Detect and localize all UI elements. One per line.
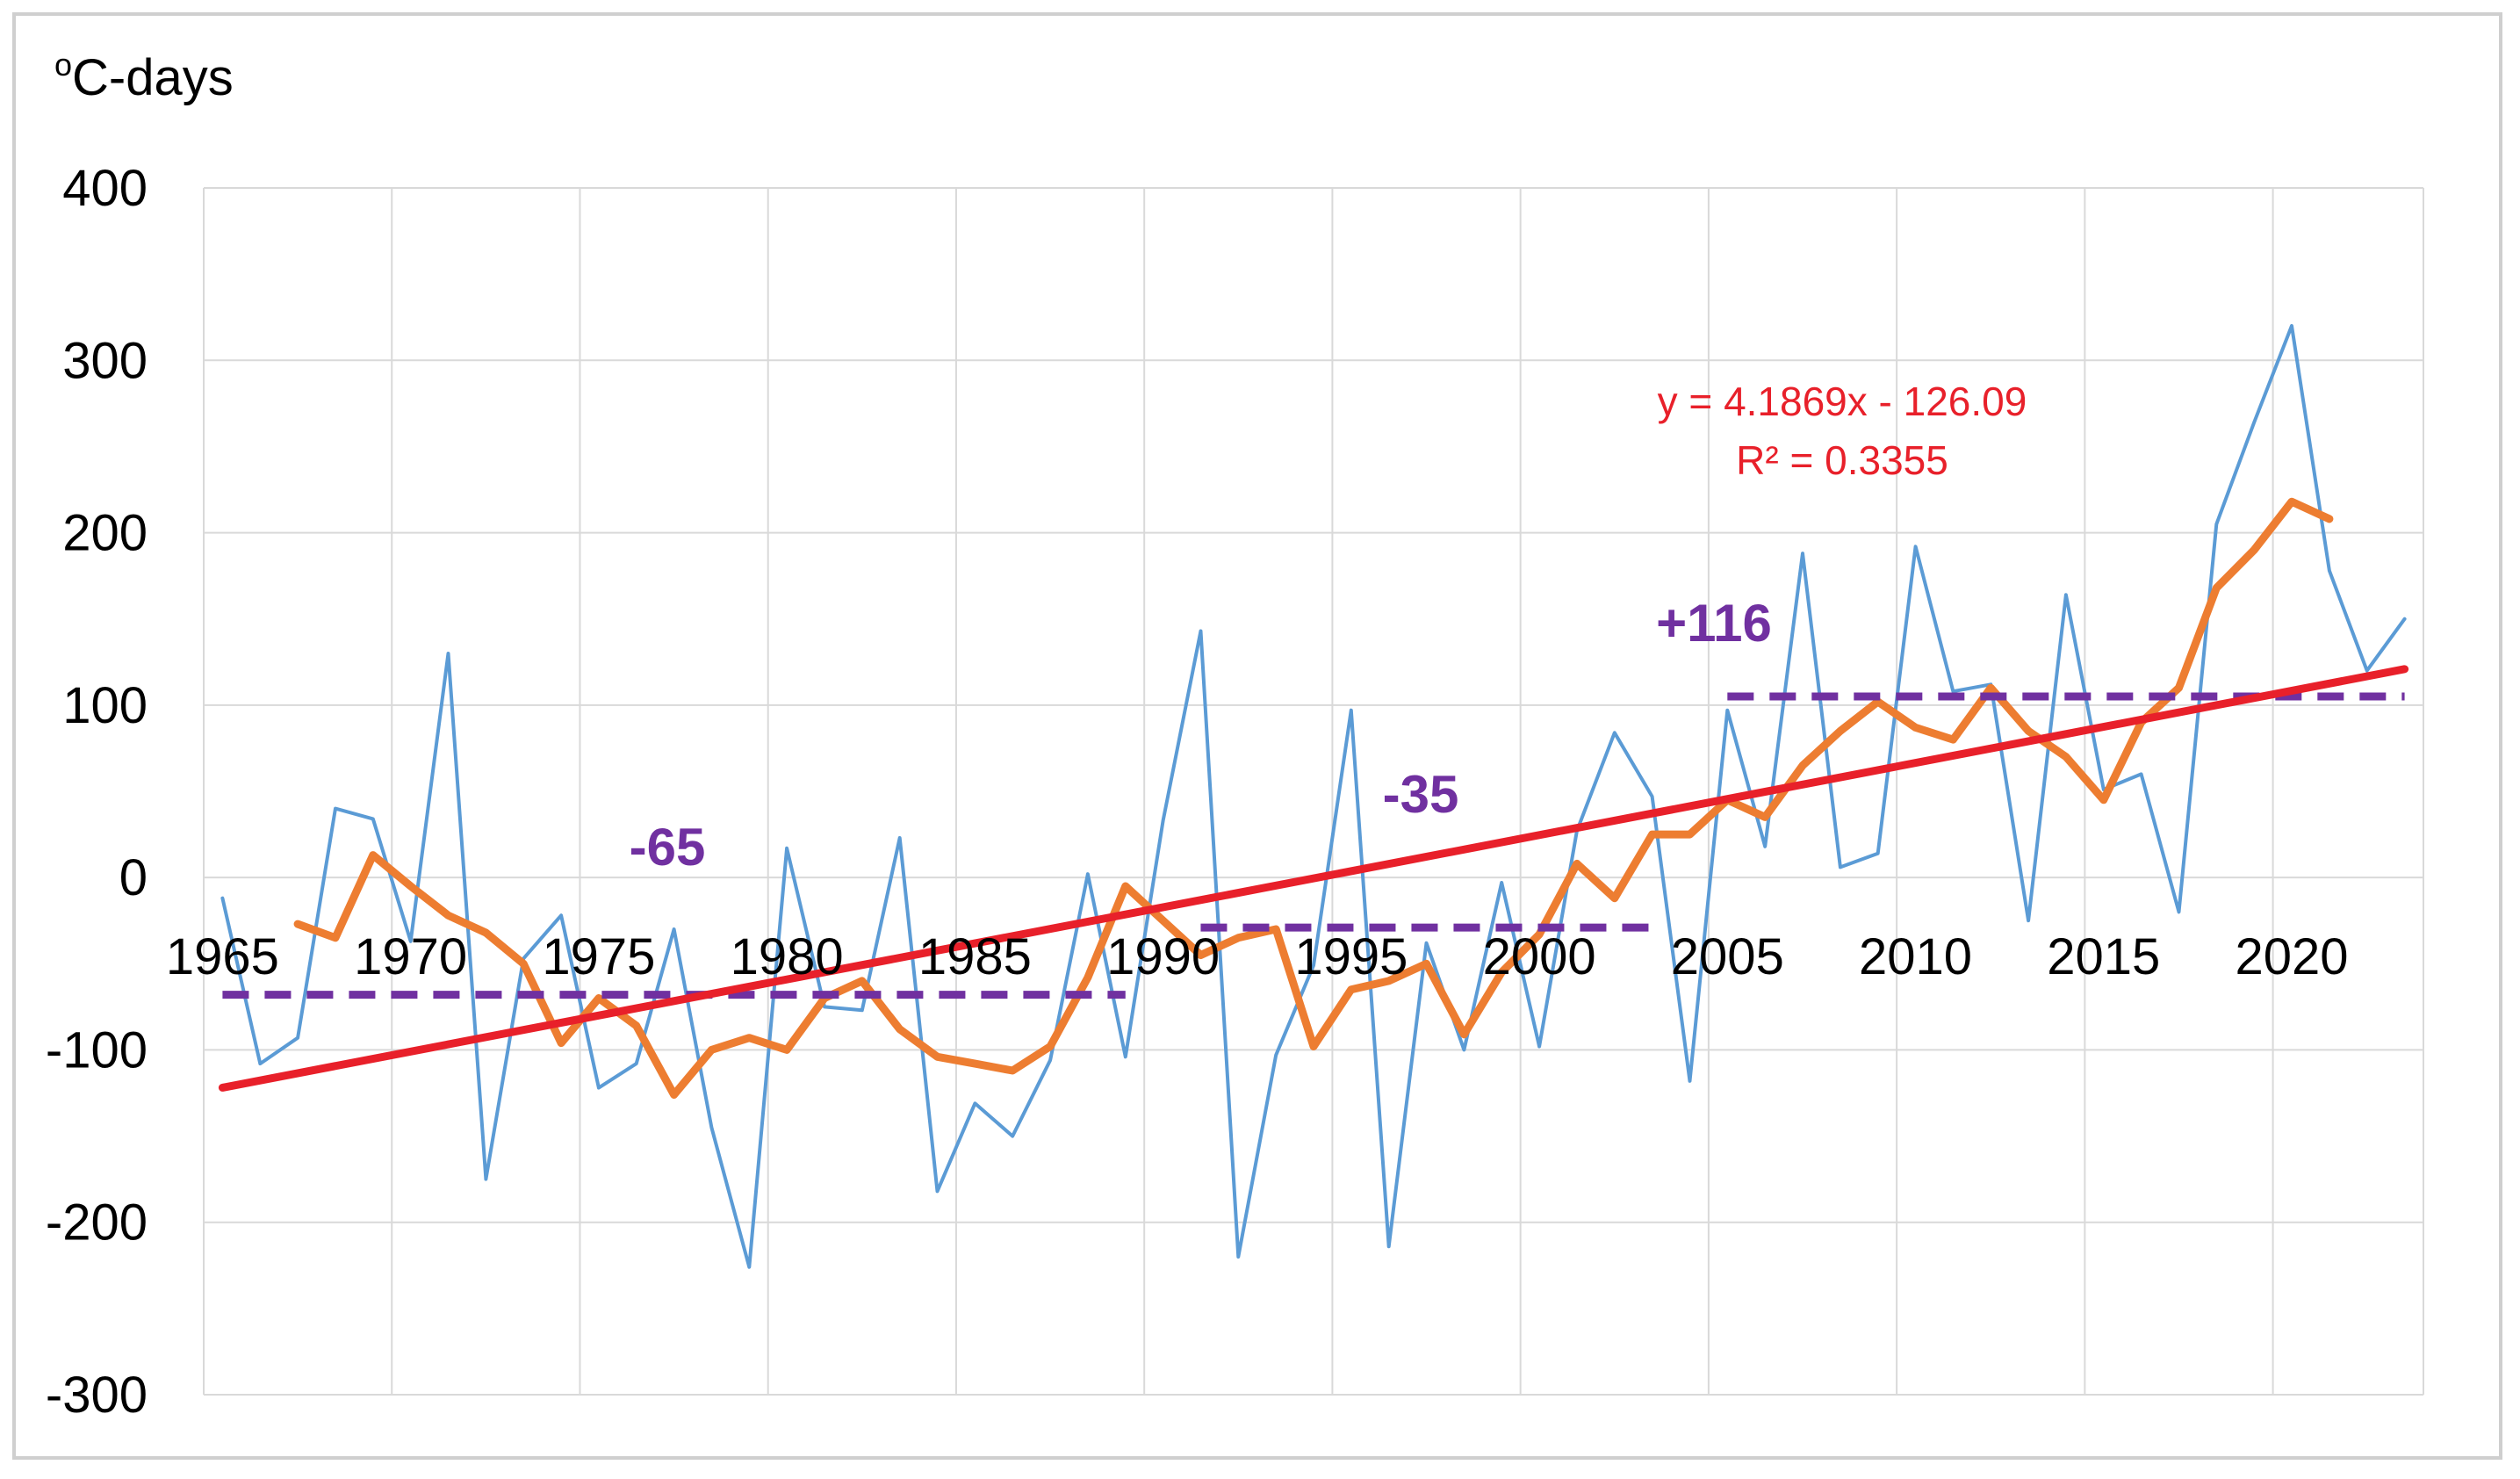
x-tick-label: 2010 <box>1859 928 1972 985</box>
y-tick-label: -300 <box>46 1367 148 1424</box>
x-tick-label: 1980 <box>731 928 844 985</box>
y-axis-label-sup: o <box>54 47 72 83</box>
series-line-annual <box>220 324 2407 1269</box>
trendline-equation: y = 4.1869x - 126.09 <box>1658 379 2027 424</box>
series-layer <box>220 324 2407 1269</box>
y-tick-label: -200 <box>46 1194 148 1252</box>
y-axis-label-text: C-days <box>72 49 234 106</box>
y-tick-label: -100 <box>46 1021 148 1079</box>
x-tick-label: 2015 <box>2047 928 2160 985</box>
y-tick-label: 400 <box>62 160 148 217</box>
period-mean-label: -65 <box>630 818 706 877</box>
y-tick-label: 300 <box>62 332 148 389</box>
y-tick-label: 100 <box>62 677 148 734</box>
period-means-layer: -65 -35 +116 <box>222 594 2405 999</box>
period-mean-label: -35 <box>1383 765 1459 824</box>
y-tick-labels: 400 300 200 100 0 -100 -200 -300 <box>46 160 148 1424</box>
y-axis-label: oC-days <box>54 47 234 106</box>
x-tick-labels: 1965 1970 1975 1980 1985 1990 1995 2000 2005 2010… <box>166 928 2349 985</box>
x-tick-label: 1975 <box>542 928 655 985</box>
trendline <box>218 665 2409 1092</box>
x-tick-label: 2000 <box>1483 928 1596 985</box>
trendline-layer <box>218 665 2409 1092</box>
chart-frame <box>12 12 2502 1460</box>
x-tick-label: 2020 <box>2236 928 2349 985</box>
x-tick-label: 1965 <box>166 928 279 985</box>
trendline-r2: R² = 0.3355 <box>1736 437 1948 483</box>
series-line-smoothed <box>293 497 2334 1099</box>
x-tick-label: 1970 <box>354 928 467 985</box>
x-tick-label: 1985 <box>918 928 1032 985</box>
y-tick-label: 200 <box>62 505 148 562</box>
period-mean-label: +116 <box>1656 594 1772 653</box>
x-tick-label: 1990 <box>1106 928 1220 985</box>
x-tick-label: 2005 <box>1671 928 1784 985</box>
x-tick-label: 1995 <box>1294 928 1408 985</box>
grid <box>203 187 2424 1396</box>
y-tick-label: 0 <box>119 849 148 906</box>
